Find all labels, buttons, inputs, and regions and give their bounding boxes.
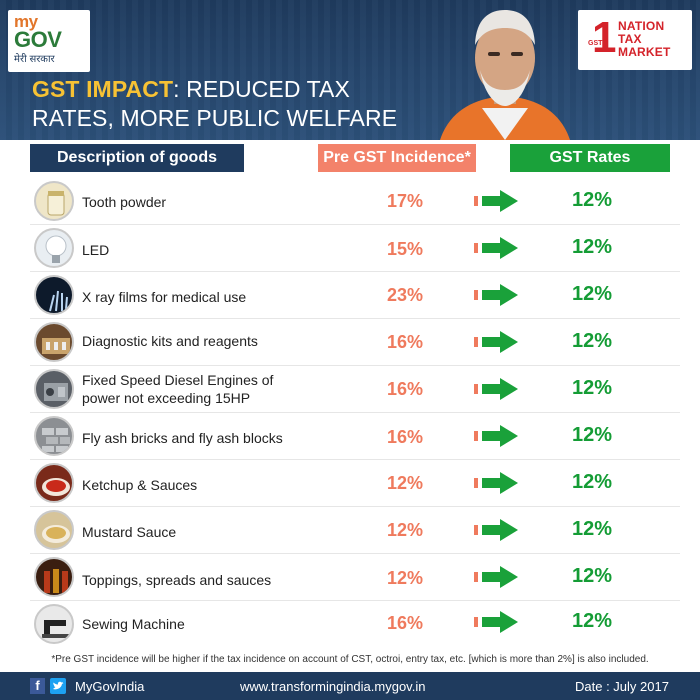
table-row: Sewing Machine 16% 12% [0, 601, 700, 648]
facebook-icon[interactable]: f [30, 678, 45, 694]
table-row: Mustard Sauce 12% 12% [0, 507, 700, 554]
diagnostic-kit-icon [34, 322, 74, 362]
column-header-description: Description of goods [30, 144, 244, 172]
social-handle[interactable]: MyGovIndia [75, 679, 145, 694]
table-row: LED 15% 12% [0, 225, 700, 272]
sauce-bottles-icon [34, 557, 74, 597]
arrow-right-icon [474, 611, 518, 633]
table-row: Fixed Speed Diesel Engines of power not … [0, 366, 700, 413]
portrait-image [440, 10, 570, 140]
arrow-right-icon [474, 284, 518, 306]
mustard-sauce-icon [34, 510, 74, 550]
diesel-engine-icon [34, 369, 74, 409]
header-banner: my GOV मेरी सरकार GST IMPACT: REDUCED TA… [0, 0, 700, 140]
twitter-icon[interactable] [50, 678, 66, 694]
website-link[interactable]: www.transformingindia.mygov.in [240, 679, 426, 694]
arrow-right-icon [474, 190, 518, 212]
ketchup-icon [34, 463, 74, 503]
page-title: GST IMPACT: REDUCED TAX RATES, MORE PUBL… [32, 76, 398, 131]
arrow-right-icon [474, 331, 518, 353]
arrow-right-icon [474, 519, 518, 541]
arrow-right-icon [474, 378, 518, 400]
arrow-right-icon [474, 237, 518, 259]
xray-film-icon [34, 275, 74, 315]
arrow-right-icon [474, 472, 518, 494]
column-header-pre-gst: Pre GST Incidence* [318, 144, 476, 172]
led-bulb-icon [34, 228, 74, 268]
mygov-logo: my GOV मेरी सरकार [8, 10, 90, 72]
tooth-powder-icon [34, 181, 74, 221]
date-label: Date : July 2017 [575, 679, 669, 694]
footer-bar: f MyGovIndia www.transformingindia.mygov… [0, 672, 700, 700]
sewing-machine-icon [34, 604, 74, 644]
table-row: Ketchup & Sauces 12% 12% [0, 460, 700, 507]
column-header-gst-rates: GST Rates [510, 144, 670, 172]
footnote: *Pre GST incidence will be higher if the… [51, 654, 649, 665]
table-row: Diagnostic kits and reagents 16% 12% [0, 319, 700, 366]
table-row: Tooth powder 17% 12% [0, 178, 700, 225]
nation-tax-market-logo: 1 GST NATION TAX MARKET [578, 10, 692, 70]
arrow-right-icon [474, 425, 518, 447]
arrow-right-icon [474, 566, 518, 588]
table-row: Toppings, spreads and sauces 12% 12% [0, 554, 700, 601]
bricks-icon [34, 416, 74, 456]
table-row: Fly ash bricks and fly ash blocks 16% 12… [0, 413, 700, 460]
table-row: X ray films for medical use 23% 12% [0, 272, 700, 319]
